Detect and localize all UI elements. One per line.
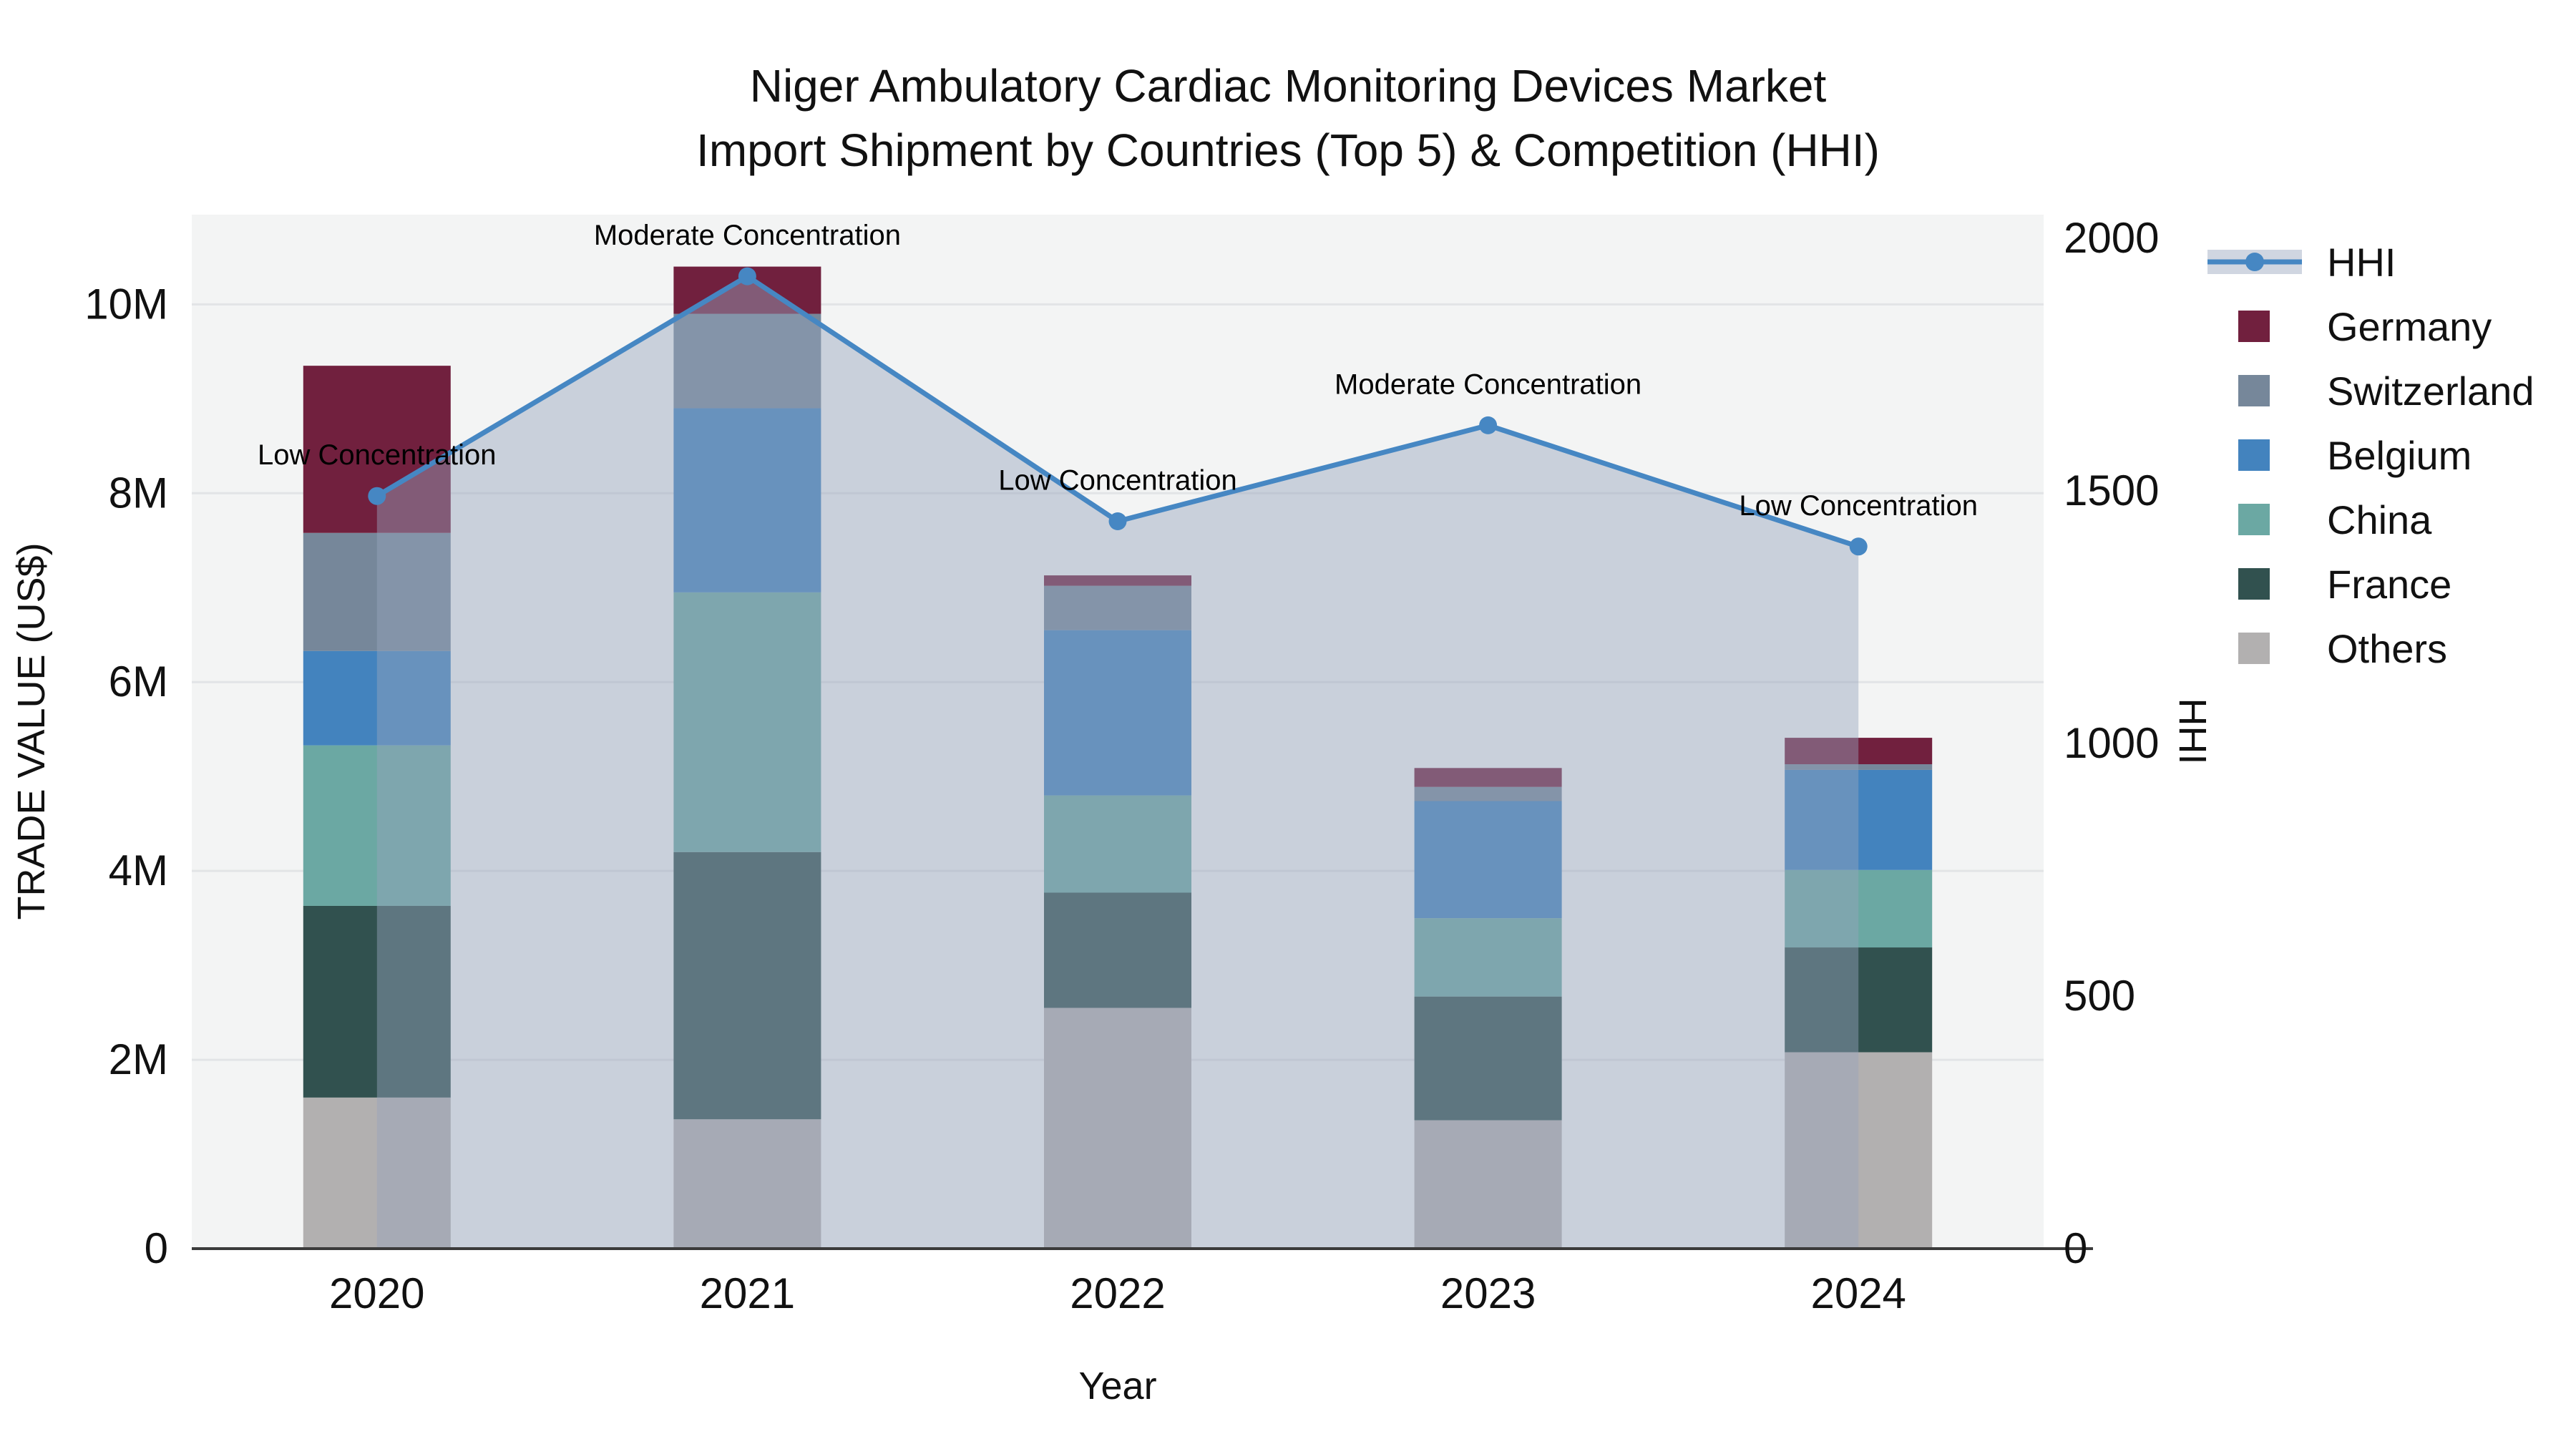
bar-segment-germany-2024[interactable] (1785, 738, 1933, 765)
legend-item-china[interactable]: China (2238, 497, 2432, 542)
bar-segment-france-2023[interactable] (1414, 996, 1562, 1121)
bar-segment-others-2021[interactable] (673, 1119, 821, 1249)
y-left-tick-6M: 6M (109, 658, 168, 706)
bar-segment-france-2024[interactable] (1785, 947, 1933, 1053)
legend-item-hhi[interactable]: HHI (2207, 240, 2396, 285)
y-right-axis-title: HHI (2171, 698, 2214, 765)
axes-layer: 0 2M 4M 6M 8M 10M 0 500 1000 1500 2000 2020 2021 2022… (84, 214, 2159, 1317)
bar-segment-belgium-2021[interactable] (673, 408, 821, 592)
y-left-axis-title: TRADE VALUE (US$) (10, 542, 53, 919)
hhi-point-2024[interactable] (1849, 537, 1868, 556)
annotation-2024: Low Concentration (1739, 490, 1978, 522)
legend-label-others: Others (2327, 626, 2447, 671)
bar-segment-belgium-2023[interactable] (1414, 801, 1562, 919)
legend-swatch-germany (2238, 311, 2270, 342)
bar-segment-switzerland-2023[interactable] (1414, 786, 1562, 801)
annotations-layer: Low Concentration Moderate Concentration L… (258, 220, 1978, 522)
hhi-point-2020[interactable] (368, 487, 386, 505)
bar-segment-germany-2023[interactable] (1414, 768, 1562, 787)
legend-label-hhi: HHI (2327, 240, 2396, 285)
chart-title-line2: Import Shipment by Countries (Top 5) & C… (696, 125, 1880, 176)
y-left-tick-8M: 8M (109, 469, 168, 517)
bar-segment-china-2022[interactable] (1044, 795, 1191, 893)
bar-segment-others-2024[interactable] (1785, 1052, 1933, 1249)
annotation-2023: Moderate Concentration (1335, 369, 1641, 400)
bar-segment-france-2022[interactable] (1044, 892, 1191, 1008)
legend-swatch-belgium (2238, 439, 2270, 471)
y-left-tick-0: 0 (145, 1224, 168, 1272)
legend-label-belgium: Belgium (2327, 433, 2472, 478)
legend-item-switzerland[interactable]: Switzerland (2238, 369, 2534, 414)
bar-segment-belgium-2022[interactable] (1044, 630, 1191, 796)
bar-segment-china-2023[interactable] (1414, 918, 1562, 997)
legend-item-others[interactable]: Others (2238, 626, 2447, 671)
bar-segment-china-2024[interactable] (1785, 869, 1933, 948)
hhi-point-2023[interactable] (1479, 416, 1498, 434)
bar-segment-others-2023[interactable] (1414, 1120, 1562, 1249)
bar-segment-others-2022[interactable] (1044, 1008, 1191, 1249)
hhi-area-layer (376, 276, 1859, 1249)
legend-item-germany[interactable]: Germany (2238, 304, 2492, 349)
legend-swatch-china (2238, 504, 2270, 535)
legend-item-france[interactable]: France (2238, 562, 2451, 607)
legend-item-belgium[interactable]: Belgium (2238, 433, 2472, 478)
hhi-point-2021[interactable] (738, 267, 756, 286)
x-tick-2020: 2020 (329, 1269, 424, 1317)
legend-label-switzerland: Switzerland (2327, 369, 2534, 414)
chart-title-line1: Niger Ambulatory Cardiac Monitoring Devi… (750, 60, 1827, 112)
bar-segment-switzerland-2021[interactable] (673, 313, 821, 409)
hhi-area-fill (376, 276, 1859, 1249)
annotation-2021: Moderate Concentration (594, 220, 901, 251)
bar-segment-belgium-2020[interactable] (303, 650, 451, 746)
y-right-tick-500: 500 (2064, 972, 2135, 1020)
hhi-point-2022[interactable] (1108, 512, 1127, 530)
bar-segment-china-2020[interactable] (303, 745, 451, 906)
bar-segment-germany-2022[interactable] (1044, 575, 1191, 586)
x-tick-2024: 2024 (1810, 1269, 1906, 1317)
y-left-tick-10M: 10M (84, 280, 168, 328)
y-left-tick-4M: 4M (109, 847, 168, 894)
x-tick-2023: 2023 (1440, 1269, 1536, 1317)
bar-segment-switzerland-2022[interactable] (1044, 585, 1191, 630)
bar-segment-switzerland-2020[interactable] (303, 532, 451, 651)
bar-segment-china-2021[interactable] (673, 592, 821, 852)
bar-segment-belgium-2024[interactable] (1785, 769, 1933, 870)
legend-swatch-france (2238, 568, 2270, 600)
y-right-tick-0: 0 (2064, 1224, 2087, 1272)
bar-segment-others-2020[interactable] (303, 1097, 451, 1249)
bars-layer (303, 266, 1933, 1249)
bar-segment-france-2020[interactable] (303, 905, 451, 1098)
legend-hhi-marker-sample (2245, 253, 2264, 271)
bar-segment-switzerland-2024[interactable] (1785, 764, 1933, 770)
hhi-line-layer (368, 267, 1868, 556)
x-tick-2022: 2022 (1070, 1269, 1165, 1317)
legend-swatch-others (2238, 633, 2270, 664)
legend-label-china: China (2327, 497, 2432, 542)
legend-swatch-switzerland (2238, 375, 2270, 406)
bar-segment-germany-2020[interactable] (303, 366, 451, 533)
x-tick-2021: 2021 (700, 1269, 795, 1317)
y-left-tick-2M: 2M (109, 1035, 168, 1083)
y-right-tick-1500: 1500 (2064, 467, 2159, 514)
annotation-2020: Low Concentration (258, 439, 497, 471)
legend-label-germany: Germany (2327, 304, 2492, 349)
annotation-2022: Low Concentration (998, 464, 1237, 496)
y-right-tick-2000: 2000 (2064, 214, 2159, 262)
x-axis-title: Year (1078, 1365, 1156, 1407)
y-right-tick-1000: 1000 (2064, 719, 2159, 767)
bar-segment-france-2021[interactable] (673, 852, 821, 1120)
legend-layer: HHI Germany Switzerland Belgium China France O… (2207, 240, 2534, 671)
legend-label-france: France (2327, 562, 2451, 607)
